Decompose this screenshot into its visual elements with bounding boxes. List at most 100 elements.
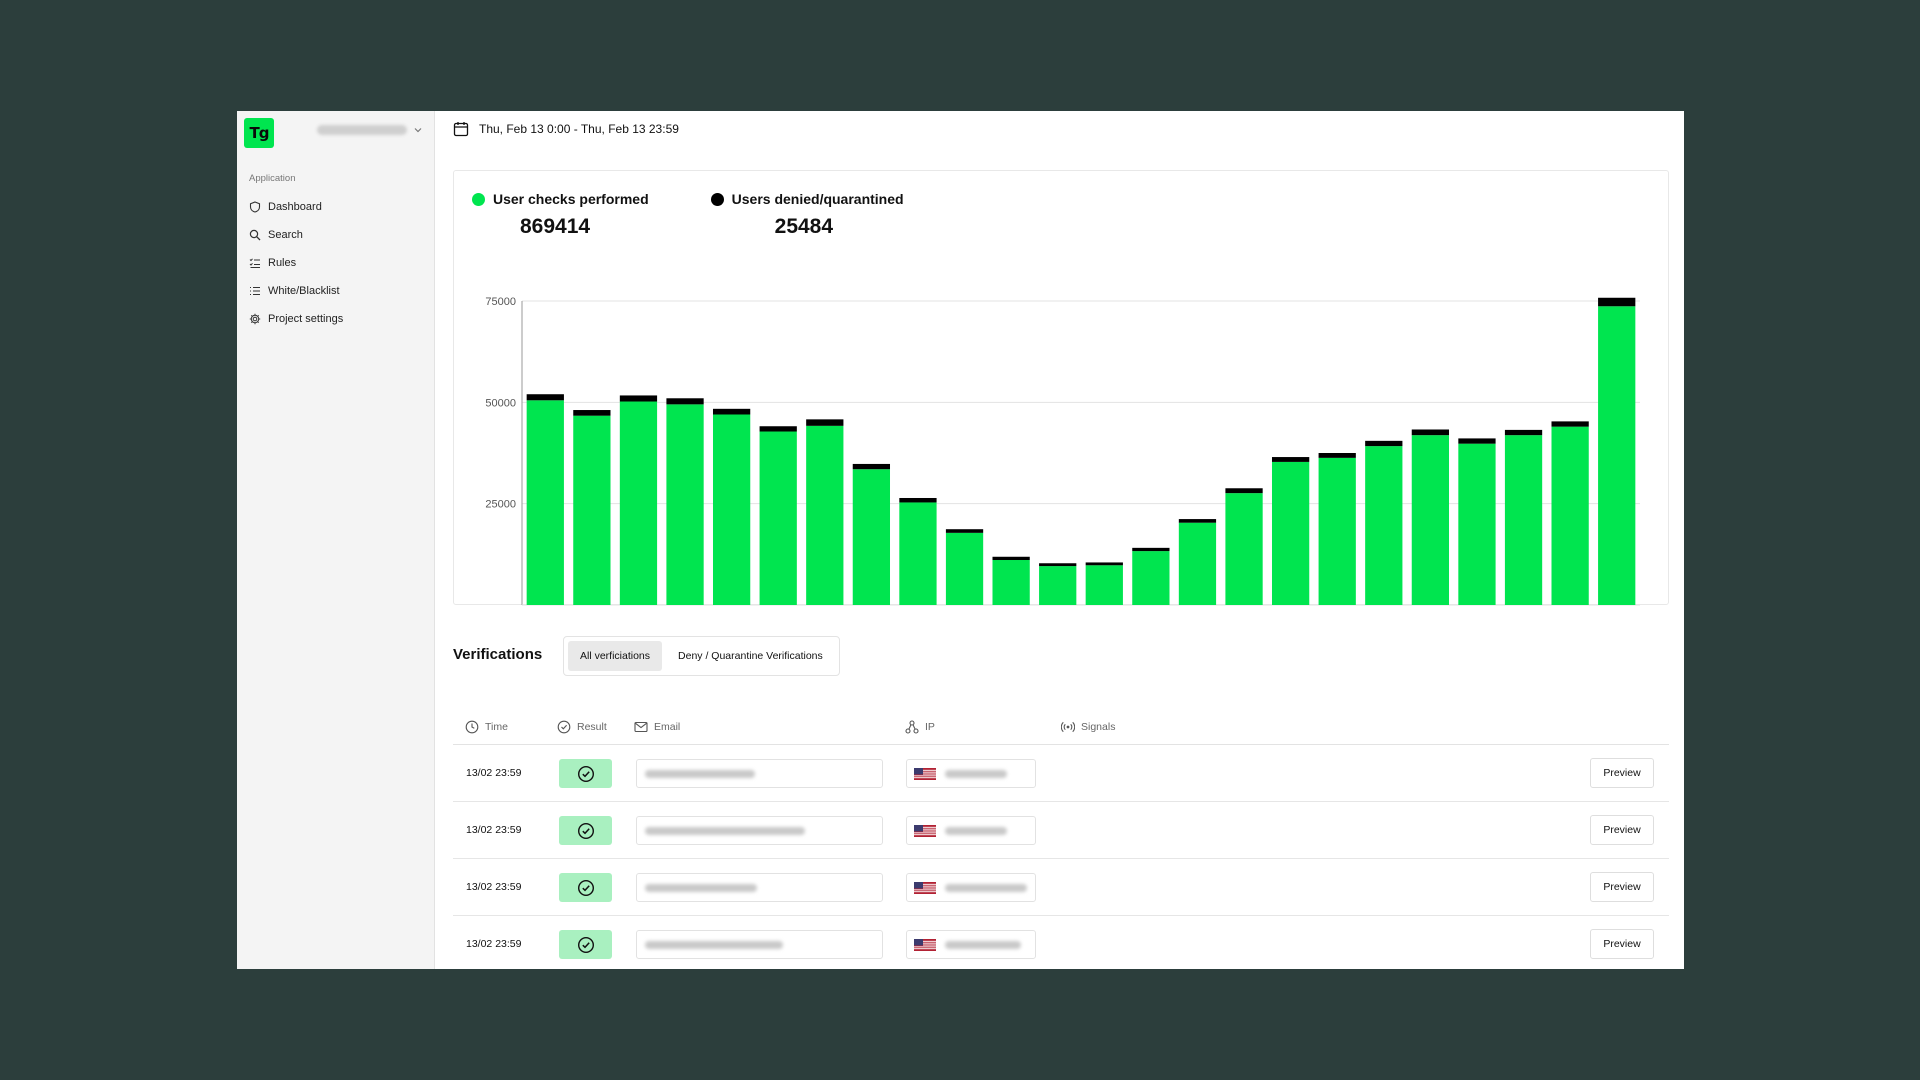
main-content: Thu, Feb 13 0:00 - Thu, Feb 13 23:59 Use… xyxy=(435,111,1684,969)
check-circle-icon xyxy=(557,720,571,734)
bar-denied xyxy=(573,410,611,416)
column-ip[interactable]: IP xyxy=(905,720,935,734)
ip-field-redacted xyxy=(906,873,1036,902)
table-row[interactable]: 13/02 23:59 Preview xyxy=(453,745,1669,802)
verifications-table: Time Result Email IP Signals xyxy=(453,712,1669,969)
bar-denied xyxy=(1225,488,1263,494)
us-flag-icon xyxy=(914,938,936,951)
us-flag-icon xyxy=(914,767,936,780)
bar-denied xyxy=(1271,457,1310,462)
bar-denied xyxy=(992,556,1030,561)
bar-checks xyxy=(573,415,611,605)
column-email[interactable]: Email xyxy=(634,720,680,734)
date-range-picker[interactable]: Thu, Feb 13 0:00 - Thu, Feb 13 23:59 xyxy=(453,121,679,137)
project-switcher[interactable] xyxy=(317,125,423,135)
bar-checks xyxy=(526,400,564,605)
y-tick-label: 75000 xyxy=(485,296,516,308)
y-tick-label: 25000 xyxy=(485,499,516,511)
sidebar-item-project-settings[interactable]: Project settings xyxy=(249,305,429,333)
table-header: Time Result Email IP Signals xyxy=(453,712,1669,745)
calendar-icon xyxy=(453,122,469,137)
sidebar-item-label: Search xyxy=(268,229,303,241)
bar-checks xyxy=(852,469,891,605)
date-range-text: Thu, Feb 13 0:00 - Thu, Feb 13 23:59 xyxy=(479,122,679,136)
us-flag-icon xyxy=(914,824,936,837)
bar-denied xyxy=(1039,563,1077,567)
bar-denied xyxy=(619,395,658,402)
sidebar-item-label: Rules xyxy=(268,257,297,269)
preview-button[interactable]: Preview xyxy=(1590,929,1654,959)
row-time: 13/02 23:59 xyxy=(466,824,522,836)
rules-icon xyxy=(249,258,260,268)
column-time[interactable]: Time xyxy=(465,720,508,734)
denied-count: 25484 xyxy=(774,215,834,238)
table-row[interactable]: 13/02 23:59 Preview xyxy=(453,916,1669,969)
sidebar-section-label: Application xyxy=(249,173,296,184)
bar-checks xyxy=(666,404,704,605)
success-check-icon xyxy=(577,765,594,782)
sidebar-nav: Dashboard Search Rules White/Blacklist P… xyxy=(249,193,429,333)
bar-denied xyxy=(526,394,564,401)
bar-denied xyxy=(712,408,751,415)
chevron-down-icon xyxy=(414,128,422,133)
bar-checks xyxy=(1458,443,1496,605)
email-field-redacted xyxy=(636,930,883,959)
bar-checks xyxy=(712,414,751,605)
sidebar-item-dashboard[interactable]: Dashboard xyxy=(249,193,429,221)
checks-chart-card: User checks performed 869414 Users denie… xyxy=(453,170,1669,606)
bar-checks xyxy=(1411,435,1450,605)
bar-checks xyxy=(759,431,797,605)
bar-denied xyxy=(806,419,844,426)
tab-deny-quarantine[interactable]: Deny / Quarantine Verifications xyxy=(678,650,823,662)
column-signals-label: Signals xyxy=(1081,721,1116,733)
column-signals[interactable]: Signals xyxy=(1061,720,1115,734)
bar-checks xyxy=(1598,306,1636,605)
bar-denied xyxy=(1504,429,1543,436)
bar-denied xyxy=(899,497,937,503)
bar-checks xyxy=(1271,461,1310,605)
checks-count: 869414 xyxy=(520,215,591,238)
bar-checks xyxy=(1365,446,1403,605)
result-badge xyxy=(559,873,612,902)
app-logo[interactable]: Tg xyxy=(244,118,274,148)
email-field-redacted xyxy=(636,873,883,902)
bar-checks xyxy=(806,425,844,605)
network-icon xyxy=(905,720,919,734)
preview-button[interactable]: Preview xyxy=(1590,758,1654,788)
bar-denied xyxy=(1085,562,1123,566)
success-check-icon xyxy=(577,822,594,839)
column-time-label: Time xyxy=(485,721,508,733)
table-row[interactable]: 13/02 23:59 Preview xyxy=(453,802,1669,859)
checks-bar-chart: 25000 50000 75000 xyxy=(485,296,1640,606)
bar-denied xyxy=(1178,519,1217,523)
column-ip-label: IP xyxy=(925,721,935,733)
legend-item-checks: User checks performed 869414 xyxy=(472,191,649,239)
black-dot-icon xyxy=(710,192,724,206)
column-result[interactable]: Result xyxy=(557,720,607,734)
bar-denied xyxy=(1551,421,1589,427)
preview-button[interactable]: Preview xyxy=(1590,872,1654,902)
bar-checks xyxy=(1504,435,1543,605)
sidebar-item-rules[interactable]: Rules xyxy=(249,249,429,277)
result-badge xyxy=(559,816,612,845)
green-dot-icon xyxy=(472,192,485,206)
us-flag-icon xyxy=(914,881,936,894)
signal-icon xyxy=(1061,721,1075,733)
bar-denied xyxy=(666,398,704,405)
bar-checks xyxy=(992,560,1030,605)
column-email-label: Email xyxy=(654,721,681,733)
bar-denied xyxy=(1132,547,1170,552)
result-badge xyxy=(559,930,612,959)
sidebar-item-search[interactable]: Search xyxy=(249,221,429,249)
preview-button[interactable]: Preview xyxy=(1590,815,1654,845)
sidebar-item-white-blacklist[interactable]: White/Blacklist xyxy=(249,277,429,305)
sidebar-item-label: Project settings xyxy=(268,313,344,325)
bar-denied xyxy=(1598,297,1636,307)
legend-label-denied: Users denied/quarantined xyxy=(731,191,904,207)
bar-denied xyxy=(852,463,891,470)
tab-all-verifications[interactable]: All verficiations xyxy=(568,641,663,671)
bar-checks xyxy=(619,401,658,605)
email-field-redacted xyxy=(636,816,883,845)
table-row[interactable]: 13/02 23:59 Preview xyxy=(453,859,1669,916)
row-time: 13/02 23:59 xyxy=(466,881,522,893)
